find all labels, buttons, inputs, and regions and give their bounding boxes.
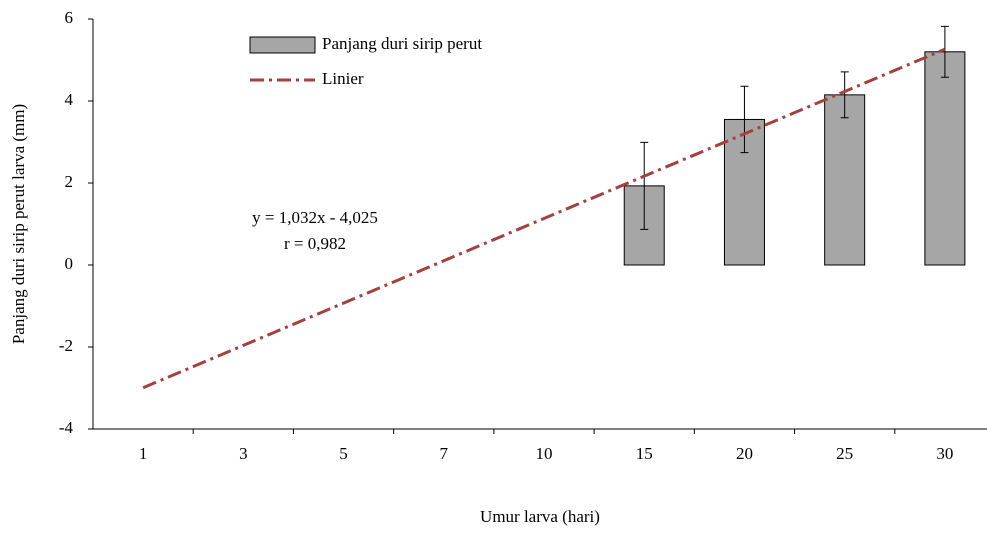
- x-tick-label: 15: [636, 444, 653, 463]
- legend-label: Panjang duri sirip perut: [322, 34, 482, 53]
- error-bar: [840, 71, 849, 119]
- y-tick-label: 2: [65, 172, 74, 191]
- x-tick-label: 3: [239, 444, 248, 463]
- error-bar: [940, 25, 949, 78]
- x-tick-label: 10: [536, 444, 553, 463]
- annotation: y = 1,032x - 4,025: [252, 208, 378, 227]
- legend-label: Linier: [322, 69, 364, 88]
- x-tick-label: 1: [139, 444, 148, 463]
- error-bar: [740, 85, 749, 154]
- x-axis-title: Umur larva (hari): [480, 507, 600, 526]
- bar: [824, 94, 866, 266]
- y-tick-label: -2: [59, 336, 73, 355]
- y-tick-label: 0: [65, 254, 74, 273]
- x-tick-label: 5: [339, 444, 348, 463]
- y-axis-title: Panjang duri sirip perut larva (mm): [9, 104, 28, 344]
- legend-swatch: [249, 36, 316, 54]
- x-tick-label: 7: [440, 444, 449, 463]
- error-bar: [640, 141, 649, 230]
- x-tick-label: 20: [736, 444, 753, 463]
- annotation: r = 0,982: [284, 234, 346, 253]
- bar: [924, 51, 966, 266]
- trend-line: [142, 47, 946, 390]
- y-tick-label: 4: [65, 90, 74, 109]
- x-tick-label: 30: [936, 444, 953, 463]
- y-tick-label: 6: [65, 8, 74, 27]
- y-tick-label: -4: [59, 418, 74, 437]
- x-tick-label: 25: [836, 444, 853, 463]
